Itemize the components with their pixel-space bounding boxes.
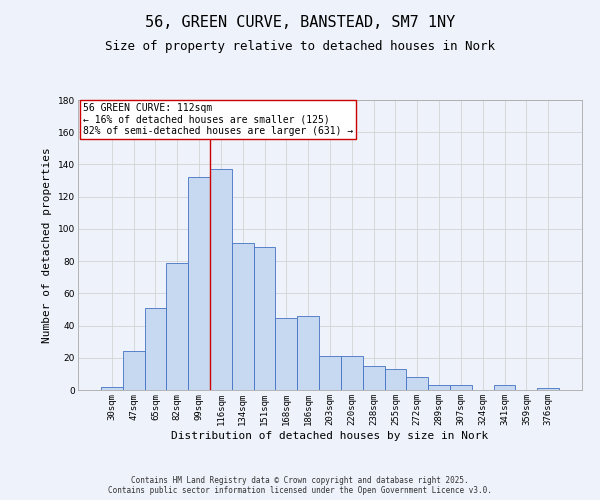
Bar bbox=[341, 356, 363, 390]
Bar bbox=[123, 352, 145, 390]
Bar bbox=[319, 356, 341, 390]
Bar bbox=[166, 262, 188, 390]
Bar bbox=[101, 387, 123, 390]
Text: Size of property relative to detached houses in Nork: Size of property relative to detached ho… bbox=[105, 40, 495, 53]
X-axis label: Distribution of detached houses by size in Nork: Distribution of detached houses by size … bbox=[172, 430, 488, 440]
Text: 56, GREEN CURVE, BANSTEAD, SM7 1NY: 56, GREEN CURVE, BANSTEAD, SM7 1NY bbox=[145, 15, 455, 30]
Bar bbox=[428, 385, 450, 390]
Bar bbox=[297, 316, 319, 390]
Bar bbox=[254, 246, 275, 390]
Y-axis label: Number of detached properties: Number of detached properties bbox=[43, 147, 52, 343]
Bar bbox=[275, 318, 297, 390]
Bar bbox=[363, 366, 385, 390]
Bar bbox=[385, 369, 406, 390]
Bar bbox=[145, 308, 166, 390]
Bar bbox=[188, 178, 210, 390]
Bar bbox=[232, 244, 254, 390]
Bar bbox=[210, 170, 232, 390]
Bar bbox=[450, 385, 472, 390]
Bar bbox=[494, 385, 515, 390]
Bar bbox=[537, 388, 559, 390]
Text: Contains HM Land Registry data © Crown copyright and database right 2025.
Contai: Contains HM Land Registry data © Crown c… bbox=[108, 476, 492, 495]
Text: 56 GREEN CURVE: 112sqm
← 16% of detached houses are smaller (125)
82% of semi-de: 56 GREEN CURVE: 112sqm ← 16% of detached… bbox=[83, 103, 353, 136]
Bar bbox=[406, 377, 428, 390]
